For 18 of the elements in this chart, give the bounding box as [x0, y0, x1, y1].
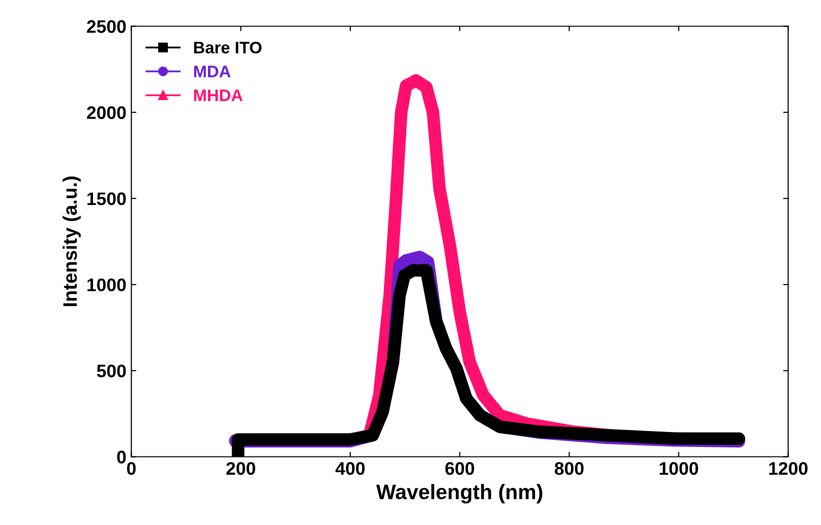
legend-label: MHDA	[194, 90, 243, 102]
y-axis-title: Intensity (a.u.)	[62, 176, 81, 306]
x-tick-label: 0	[127, 462, 136, 475]
y-tick-label: 2500	[86, 20, 126, 33]
x-tick-label: 400	[336, 462, 365, 475]
y-tick-label: 500	[96, 364, 126, 378]
legend-label: Bare ITO	[194, 42, 262, 54]
x-tick-label: 1200	[769, 462, 808, 475]
x-tick-label: 200	[226, 462, 256, 475]
y-tick-label: 0	[117, 450, 126, 464]
y-tick-label: 1500	[87, 192, 126, 206]
x-tick-label: 1000	[660, 462, 698, 475]
legend-label: MDA	[194, 66, 231, 78]
x-tick-label: 600	[445, 462, 474, 475]
y-tick-label: 1000	[87, 278, 126, 292]
x-tick-label: 800	[554, 462, 584, 475]
y-tick-label: 2000	[86, 106, 126, 120]
x-axis-title: Wavelength (nm)	[376, 484, 542, 504]
